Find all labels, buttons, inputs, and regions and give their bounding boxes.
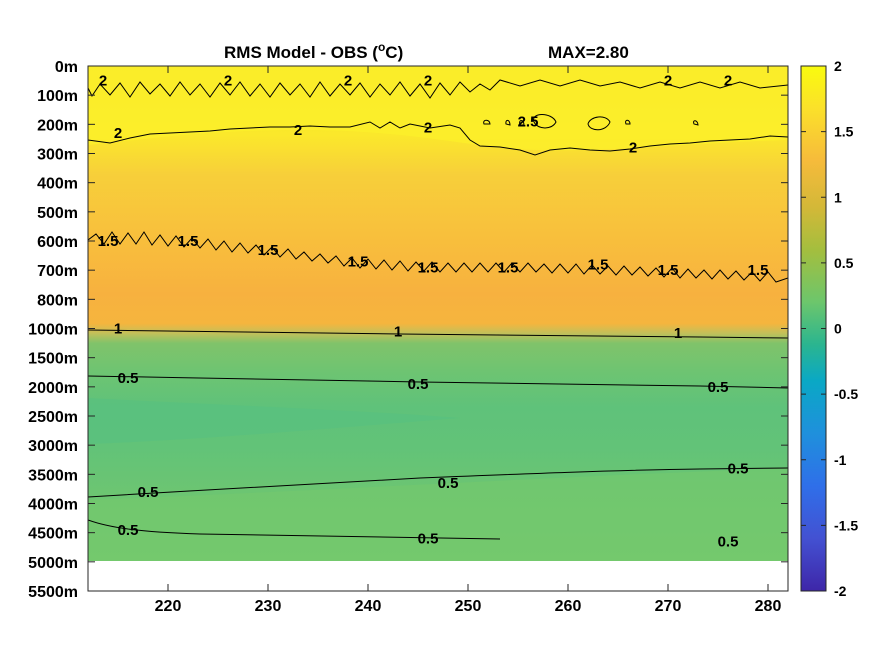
colorbar-tick-label: 1.5 [834,124,854,140]
y-tick-label: 2000m [28,380,78,397]
contour-label: 1 [394,323,402,340]
contour-label: 0.5 [118,370,139,387]
colorbar-tick-label: -0.5 [834,386,858,402]
contour-label: 2 [99,73,107,90]
x-tick-label: 280 [755,598,782,615]
colorbar-tick-label: -1.5 [834,517,858,533]
colorbar-tick-label: 2 [834,58,842,74]
y-tick-label: 800m [37,292,78,309]
contour-label: 1.5 [658,262,679,279]
contour-label: 2 [344,73,352,90]
x-tick-label: 270 [655,598,682,615]
contour-label: 0.5 [118,522,139,539]
contour-2-5-blobs [483,114,699,131]
y-tick-label: 600m [37,234,78,251]
y-tick-label: 3500m [28,467,78,484]
contour-label: 2 [724,73,732,90]
y-tick-label: 500m [37,205,78,222]
contour-label: 2 [294,122,302,139]
y-tick-label: 400m [37,176,78,193]
colorbar-tick-label: 1 [834,189,842,205]
contour-label: 1.5 [748,262,769,279]
y-tick-label: 0m [55,59,78,76]
contour-label: 0.5 [138,484,159,501]
x-tick-label: 230 [255,598,282,615]
x-axis: 220 230 240 250 260 270 280 [155,66,782,615]
contour-label: 2 [424,119,432,136]
y-tick-label: 5000m [28,555,78,572]
x-tick-label: 260 [555,598,582,615]
y-tick-label: 5500m [28,584,78,601]
contour-label: 0.5 [408,376,429,393]
contour-label: 1.5 [348,253,369,270]
contour-0-5-c [88,519,501,540]
contour-2-upper [88,79,788,99]
contour-1 [88,329,788,339]
contour-label: 1.5 [418,259,439,276]
contour-lines [88,79,788,540]
contour-label: 2 [224,73,232,90]
x-tick-label: 240 [355,598,382,615]
y-tick-label: 4500m [28,526,78,543]
contour-label: 1 [674,325,682,342]
svg-text:RMS Model - OBS (oC): RMS Model - OBS (oC) [224,40,403,62]
y-tick-label: 3000m [28,438,78,455]
deep-tongue [88,398,460,444]
colorbar-tick-label: 0 [834,321,842,337]
contour-label: 2 [664,73,672,90]
colorbar-tick-label: -1 [834,452,847,468]
contour-label: 1.5 [98,233,119,250]
title-unit: C) [385,43,403,62]
contour-0-5-b [88,467,788,498]
colorbar-tick-label: 0.5 [834,255,854,271]
y-tick-label: 200m [37,117,78,134]
contour-2-lower [88,121,788,156]
title-text: RMS Model - OBS ( [224,43,378,62]
contour-label: 1.5 [258,242,279,259]
y-tick-label: 700m [37,263,78,280]
contour-label: 2 [629,140,637,157]
contour-label: 1.5 [588,256,609,273]
contour-label: 1.5 [498,259,519,276]
chart-title: RMS Model - OBS (oC) MAX=2.80 [224,40,629,62]
contour-0-5-a [88,375,788,389]
y-tick-label: 1500m [28,351,78,368]
colorbar-tick-label: -2 [834,583,847,599]
y-tick-label: 100m [37,88,78,105]
contour-label: 0.5 [708,379,729,396]
lower-light-band [88,468,788,561]
contour-label: 2 [114,125,122,142]
y-tick-label: 2500m [28,409,78,426]
yellow-band [88,66,788,151]
y-tick-label: 300m [37,147,78,164]
title-degree: o [378,40,385,54]
colorbar-ticks: 2 1.5 1 0.5 0 -0.5 -1 -1.5 -2 [801,58,858,599]
contour-label: 0.5 [718,533,739,550]
contour-label: 0.5 [438,475,459,492]
contour-labels: 2 2 2 2 2 2 2 2 2 2.5 2 1.5 1.5 1.5 1.5 1.5 1.5 1.5 1.5 1.5… [98,73,769,551]
contour-label: 1.5 [178,233,199,250]
y-axis: 0m 100m 200m 300m 400m 500m 600m 700m 800m 1000m 1… [28,59,788,601]
y-tick-label: 1000m [28,322,78,339]
contour-1-5 [88,231,788,283]
contour-label: 2.5 [518,113,539,130]
y-tick-label: 4000m [28,497,78,514]
x-tick-label: 220 [155,598,182,615]
contour-label: 0.5 [418,531,439,548]
contour-label: 0.5 [728,461,749,478]
max-value-label: MAX=2.80 [548,43,629,62]
contour-label: 1 [114,321,122,338]
contour-label: 2 [424,73,432,90]
x-tick-label: 250 [455,598,482,615]
